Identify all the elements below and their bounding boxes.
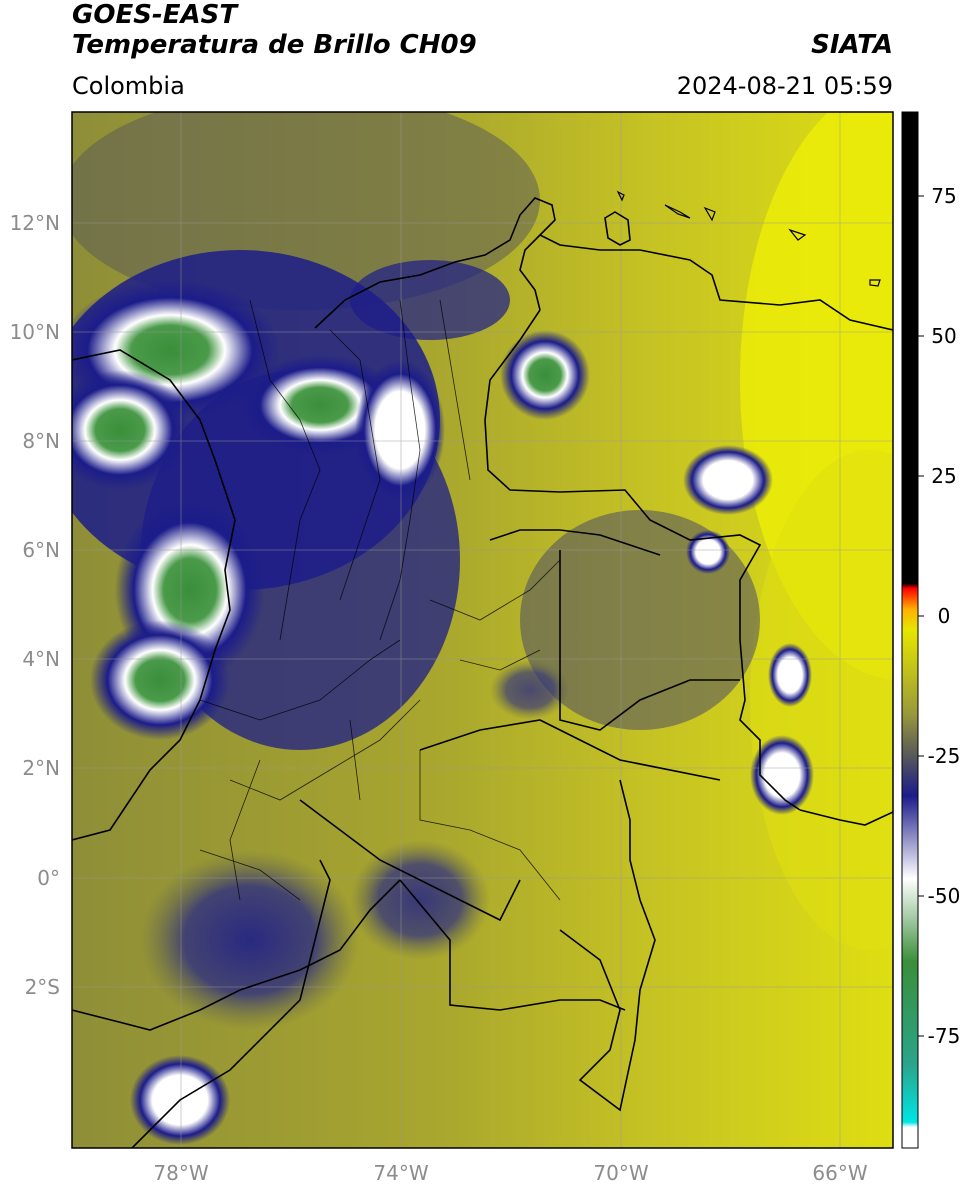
colorbar xyxy=(901,111,919,1149)
longitude-tick-label: 74°W xyxy=(373,1161,428,1185)
colorbar-tick-label: 25 xyxy=(931,464,956,488)
colorbar-tick-label: -75 xyxy=(928,1024,961,1048)
latitude-tick-label: 8°N xyxy=(22,429,60,453)
map-frame xyxy=(71,111,894,1149)
longitude-tick-label: 66°W xyxy=(812,1161,867,1185)
latitude-tick-label: 2°S xyxy=(25,975,60,999)
timestamp-label: 2024-08-21 05:59 xyxy=(676,72,893,100)
latitude-tick-label: 0° xyxy=(37,866,60,890)
colorbar-ticks: 75 50 25 0 -25 -50 -75 xyxy=(918,184,960,1048)
longitude-tick-label: 70°W xyxy=(593,1161,648,1185)
colorbar-tick-label: 0 xyxy=(938,604,951,628)
latitude-tick-label: 2°N xyxy=(22,756,60,780)
latitude-tick-label: 4°N xyxy=(22,647,60,671)
colorbar-tick-label: -25 xyxy=(928,744,961,768)
latitude-tick-label: 10°N xyxy=(10,320,60,344)
longitude-tick-label: 78°W xyxy=(153,1161,208,1185)
organization-label: SIATA xyxy=(811,30,893,60)
islands xyxy=(616,190,881,287)
colorbar-tick-label: 75 xyxy=(931,184,956,208)
satellite-image xyxy=(72,112,893,1148)
graticule xyxy=(72,112,893,1148)
colorbar-tick-label: -50 xyxy=(928,884,961,908)
title-satellite: GOES-EAST xyxy=(72,0,238,30)
department-borders xyxy=(199,299,561,901)
latitude-tick-label: 6°N xyxy=(22,538,60,562)
country-borders xyxy=(72,197,893,1148)
title-product: Temperatura de Brillo CH09 xyxy=(72,30,477,60)
latitude-tick-label: 12°N xyxy=(10,211,60,235)
longitude-labels: 78°W 74°W 70°W 66°W xyxy=(153,1161,867,1185)
colorbar-tick-label: 50 xyxy=(931,324,956,348)
latitude-labels: 12°N 10°N 8°N 6°N 4°N 2°N 0° 2°S xyxy=(10,211,60,999)
region-label: Colombia xyxy=(72,72,185,100)
